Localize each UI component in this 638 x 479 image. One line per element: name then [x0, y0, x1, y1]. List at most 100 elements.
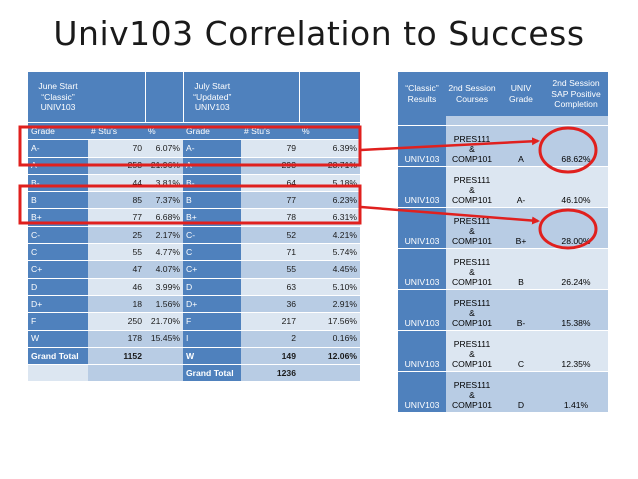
student-count-cell: 46 — [88, 278, 145, 296]
univ-grade-cell: B+ — [498, 207, 544, 249]
column-header: % — [145, 122, 183, 141]
percent-cell — [299, 364, 360, 383]
grade-cell: D+ — [28, 295, 88, 314]
student-count-cell — [88, 364, 145, 383]
student-count-cell: 36 — [241, 295, 299, 314]
spacer-cell — [498, 116, 544, 126]
grade-row: F 250 21.70% F 217 17.56% — [28, 312, 360, 331]
percent-cell: 1.56% — [145, 295, 183, 314]
percent-cell — [145, 364, 183, 383]
sap-completion-header: 2nd Session SAP Positive Completion — [544, 72, 608, 116]
student-count-cell: 217 — [241, 312, 299, 331]
column-header: Grade — [183, 122, 241, 141]
grade-row: C- 25 2.17% C- 52 4.21% — [28, 226, 360, 245]
course-line: & — [469, 307, 475, 318]
course-line: COMP101 — [451, 235, 493, 246]
student-count-cell: 293 — [241, 157, 299, 175]
grade-cell: D — [183, 278, 241, 296]
grade-cell: A — [183, 157, 241, 175]
univ-grade-cell: A- — [498, 166, 544, 208]
second-session-courses-cell: PRES111 & COMP101 — [446, 166, 498, 208]
percent-cell: 12.06% — [299, 347, 360, 366]
percent-cell: 21.70% — [145, 312, 183, 331]
grade-cell — [28, 364, 88, 383]
grade-cell: C — [183, 243, 241, 262]
header-blank-cell — [299, 72, 361, 123]
june-start-header: June Start “Classic” UNIV103 — [28, 72, 88, 123]
percent-cell: 17.56% — [299, 312, 360, 331]
second-session-courses-cell: PRES111 & COMP101 — [446, 371, 498, 413]
course-line: & — [469, 266, 475, 277]
july-header-line: July Start — [194, 81, 231, 92]
student-count-cell: 1236 — [241, 364, 299, 383]
student-count-cell: 77 — [88, 208, 145, 227]
grade-cell: B — [28, 191, 88, 210]
course-label-cell: UNIV103 — [398, 166, 446, 208]
student-count-cell: 149 — [241, 347, 299, 366]
column-header: Grade — [28, 122, 88, 141]
header-blank-cell — [88, 72, 146, 123]
univ-grade-cell: A — [498, 125, 544, 167]
grade-row: Grand Total 1236 — [28, 364, 360, 383]
student-count-cell: 77 — [241, 191, 299, 210]
right-table-body: UNIV103 PRES111 & COMP101 A 68.62% UNIV103 PRES… — [398, 125, 608, 413]
grade-cell: B+ — [28, 208, 88, 227]
percent-cell — [145, 347, 183, 366]
student-count-cell: 47 — [88, 260, 145, 279]
grade-row: C 55 4.77% C 71 5.74% — [28, 243, 360, 262]
grade-cell: B- — [28, 174, 88, 193]
grade-cell: Grand Total — [183, 364, 241, 383]
sap-completion-cell: 28.00% — [544, 207, 608, 249]
grade-distribution-table: June Start “Classic” UNIV103 July Start … — [28, 72, 361, 383]
percent-cell: 2.91% — [299, 295, 360, 314]
result-row: UNIV103 PRES111 & COMP101 B- 15.38% — [398, 289, 608, 331]
student-count-cell: 44 — [88, 174, 145, 193]
student-count-cell: 85 — [88, 191, 145, 210]
student-count-cell: 253 — [88, 157, 145, 175]
grade-row: W 178 15.45% I 2 0.16% — [28, 330, 360, 348]
percent-cell: 5.74% — [299, 243, 360, 262]
result-row: UNIV103 PRES111 & COMP101 B 26.24% — [398, 248, 608, 290]
percent-cell: 6.31% — [299, 208, 360, 227]
june-header-line: “Classic” — [41, 91, 75, 102]
student-count-cell: 178 — [88, 330, 145, 348]
percent-cell: 6.68% — [145, 208, 183, 227]
result-row: UNIV103 PRES111 & COMP101 B+ 28.00% — [398, 207, 608, 249]
spacer-cell — [446, 116, 498, 126]
grade-row: D 46 3.99% D 63 5.10% — [28, 278, 360, 296]
student-count-cell: 70 — [88, 139, 145, 158]
percent-cell: 6.23% — [299, 191, 360, 210]
spacer-cell — [544, 116, 608, 126]
grade-cell: B — [183, 191, 241, 210]
course-line: COMP101 — [451, 399, 493, 410]
student-count-cell: 71 — [241, 243, 299, 262]
course-line: COMP101 — [451, 153, 493, 164]
student-count-cell: 55 — [241, 260, 299, 279]
percent-cell: 3.81% — [145, 174, 183, 193]
grade-cell: D+ — [183, 295, 241, 314]
course-label-cell: UNIV103 — [398, 330, 446, 372]
grade-cell: A — [28, 157, 88, 175]
sap-completion-cell: 15.38% — [544, 289, 608, 331]
course-line: & — [469, 389, 475, 400]
second-session-results-table: “Classic” Results 2nd Session Courses UN… — [398, 72, 608, 413]
course-label-cell: UNIV103 — [398, 125, 446, 167]
univ-grade-cell: D — [498, 371, 544, 413]
course-line: & — [469, 225, 475, 236]
course-line: COMP101 — [451, 358, 493, 369]
course-line: PRES111 — [453, 338, 491, 349]
grade-cell: C — [28, 243, 88, 262]
percent-cell: 5.10% — [299, 278, 360, 296]
student-count-cell: 78 — [241, 208, 299, 227]
result-row: UNIV103 PRES111 & COMP101 A 68.62% — [398, 125, 608, 167]
grade-row: B- 44 3.81% B- 64 5.18% — [28, 174, 360, 193]
second-session-courses-cell: PRES111 & COMP101 — [446, 207, 498, 249]
sap-completion-cell: 12.35% — [544, 330, 608, 372]
percent-cell: 23.71% — [299, 157, 360, 175]
july-header-line: UNIV103 — [194, 102, 230, 113]
percent-cell: 0.16% — [299, 330, 360, 348]
sap-completion-cell: 26.24% — [544, 248, 608, 290]
percent-cell: 2.17% — [145, 226, 183, 245]
course-label-cell: UNIV103 — [398, 371, 446, 413]
sap-completion-cell: 1.41% — [544, 371, 608, 413]
